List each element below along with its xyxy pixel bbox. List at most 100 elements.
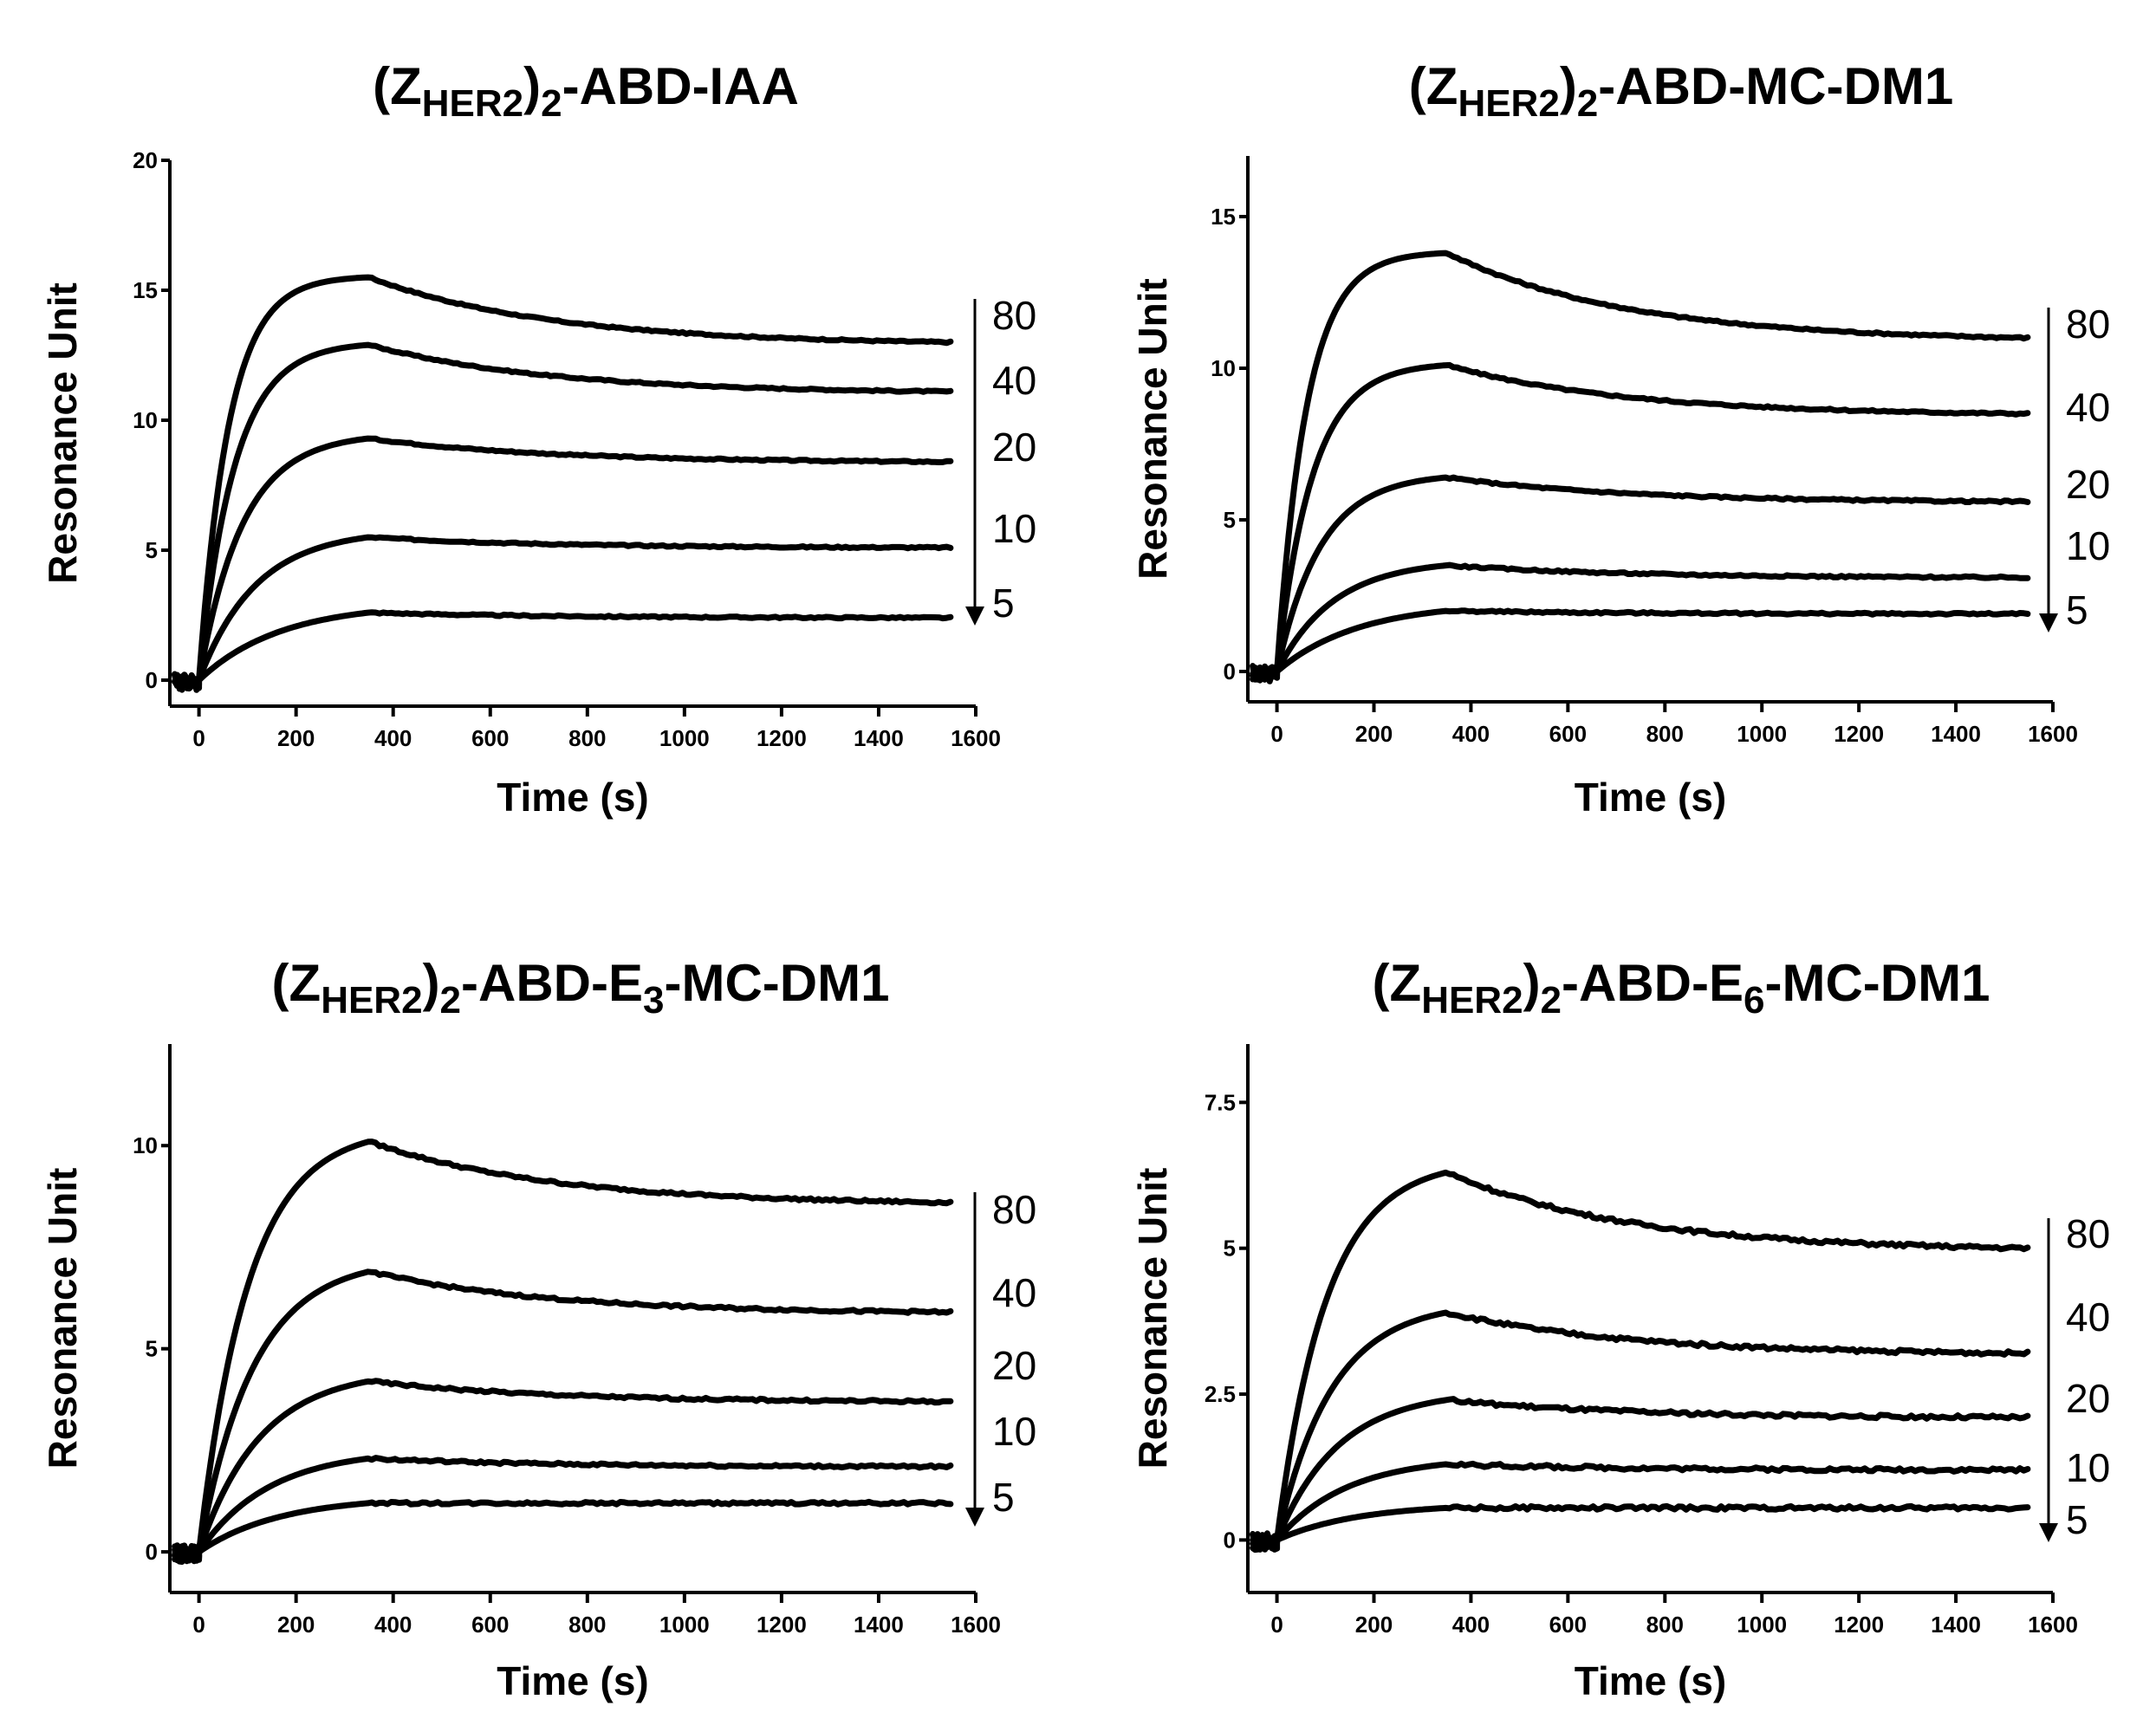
title-part-subscript2: 2	[1577, 82, 1598, 125]
series-line-5	[1250, 607, 2031, 683]
x-tick-label: 600	[1549, 1612, 1587, 1638]
series-line-10	[1250, 561, 2031, 684]
concentration-label: 80	[992, 1187, 1036, 1232]
y-axis-label: Resonance Unit	[1130, 278, 1175, 580]
concentration-label: 5	[992, 1475, 1015, 1520]
title-part-subscript: HER2	[321, 979, 422, 1022]
concentration-label: 20	[992, 1343, 1036, 1388]
concentration-label: 20	[2066, 462, 2110, 507]
x-axis-label: Time (s)	[1575, 1658, 1727, 1703]
chart-title: (ZHER2)2-ABD-IAA	[373, 57, 799, 125]
x-tick-label: 800	[1646, 721, 1684, 747]
x-tick-label: 200	[277, 725, 315, 751]
concentration-label: 40	[2066, 1294, 2110, 1340]
x-tick-label: 800	[1646, 1612, 1684, 1638]
y-axis-label: Resonance Unit	[40, 1168, 85, 1469]
x-tick-label: 1000	[1737, 721, 1787, 747]
x-tick-label: 1600	[951, 725, 1001, 751]
y-tick-label: 0	[1224, 658, 1236, 684]
title-part-middle: )	[1560, 57, 1577, 115]
title-part-prefix: (Z	[272, 954, 321, 1012]
arrow-down-icon	[965, 607, 984, 626]
series-line-5	[172, 1498, 954, 1564]
x-tick-label: 800	[568, 1612, 606, 1638]
x-tick-label: 0	[1270, 721, 1283, 747]
title-part-suffix: -ABD-MC-DM1	[1598, 57, 1953, 115]
y-tick-label: 5	[1224, 507, 1236, 533]
concentration-label: 80	[2066, 1211, 2110, 1256]
x-tick-label: 1200	[757, 725, 807, 751]
title-part-subscript: HER2	[1458, 82, 1559, 125]
chart-panel-4: (ZHER2)2-ABD-E6-MC-DM1 0 2.5 5 7.5 0 200 400 600…	[1130, 954, 2110, 1703]
arrow-down-icon	[2039, 613, 2058, 632]
y-axis-label: Resonance Unit	[40, 282, 85, 584]
y-tick-label: 0	[1224, 1527, 1236, 1553]
x-tick-label: 1000	[659, 1612, 710, 1638]
y-tick-label: 10	[133, 1132, 158, 1158]
title-part-middle: )	[423, 954, 440, 1012]
series-line-20	[172, 1378, 954, 1564]
title-part-middle: )	[1523, 954, 1541, 1012]
y-tick-label: 20	[133, 147, 158, 173]
series-line-10	[172, 534, 954, 691]
title-part-subscript3: 6	[1744, 979, 1764, 1022]
series-line-5	[172, 609, 954, 692]
concentration-label: 20	[2066, 1376, 2110, 1421]
y-axis-label: Resonance Unit	[1130, 1168, 1175, 1469]
x-tick-label: 0	[192, 1612, 205, 1638]
chart-title: (ZHER2)2-ABD-MC-DM1	[1409, 57, 1953, 125]
concentration-label: 10	[2066, 523, 2110, 568]
concentration-label: 80	[2066, 302, 2110, 347]
x-tick-label: 0	[1270, 1612, 1283, 1638]
x-axis-label: Time (s)	[497, 775, 649, 820]
series-line-5	[1250, 1502, 2031, 1553]
x-tick-label: 1600	[2028, 721, 2078, 747]
y-tick-label: 7.5	[1205, 1089, 1236, 1115]
title-part-subscript3: 3	[643, 979, 664, 1022]
chart-title: (ZHER2)2-ABD-E6-MC-DM1	[1373, 954, 1990, 1022]
concentration-label: 40	[992, 358, 1036, 403]
x-tick-label: 1400	[854, 1612, 904, 1638]
chart-title: (ZHER2)2-ABD-E3-MC-DM1	[272, 954, 890, 1022]
x-tick-label: 1400	[1931, 1612, 1981, 1638]
title-part-middle: )	[523, 57, 541, 115]
title-part-suffix: -ABD-E	[461, 954, 643, 1012]
series-line-20	[172, 435, 954, 693]
x-tick-label: 400	[374, 725, 412, 751]
series-line-80	[172, 1138, 954, 1564]
series-line-10	[172, 1455, 954, 1565]
title-part-subscript2: 2	[1541, 979, 1562, 1022]
title-part-prefix: (Z	[373, 57, 422, 115]
x-tick-label: 200	[1355, 721, 1393, 747]
title-part-suffix2: -MC-DM1	[1765, 954, 1990, 1012]
x-axis-label: Time (s)	[1575, 775, 1727, 820]
x-tick-label: 1600	[951, 1612, 1001, 1638]
y-tick-label: 0	[146, 667, 158, 693]
x-tick-label: 1200	[757, 1612, 807, 1638]
series-line-40	[1250, 361, 2031, 681]
arrow-down-icon	[2039, 1523, 2058, 1542]
title-part-subscript2: 2	[440, 979, 461, 1022]
concentration-label: 40	[992, 1270, 1036, 1315]
title-part-subscript: HER2	[1421, 979, 1523, 1022]
concentration-label: 5	[2066, 587, 2088, 632]
concentration-label: 10	[2066, 1445, 2110, 1490]
x-tick-label: 1200	[1834, 721, 1884, 747]
title-part-subscript: HER2	[422, 82, 523, 125]
concentration-label: 80	[992, 293, 1036, 338]
concentration-label: 10	[992, 1409, 1036, 1454]
x-tick-label: 400	[1452, 1612, 1490, 1638]
x-tick-label: 0	[192, 725, 205, 751]
x-tick-label: 1400	[854, 725, 904, 751]
x-tick-label: 400	[1452, 721, 1490, 747]
title-part-suffix: -ABD-IAA	[562, 57, 799, 115]
y-tick-label: 5	[1224, 1236, 1236, 1262]
y-tick-label: 5	[146, 1336, 158, 1362]
y-tick-label: 5	[146, 537, 158, 563]
concentration-label: 20	[992, 425, 1036, 470]
x-tick-label: 1000	[659, 725, 710, 751]
x-tick-label: 200	[277, 1612, 315, 1638]
x-tick-label: 800	[568, 725, 606, 751]
